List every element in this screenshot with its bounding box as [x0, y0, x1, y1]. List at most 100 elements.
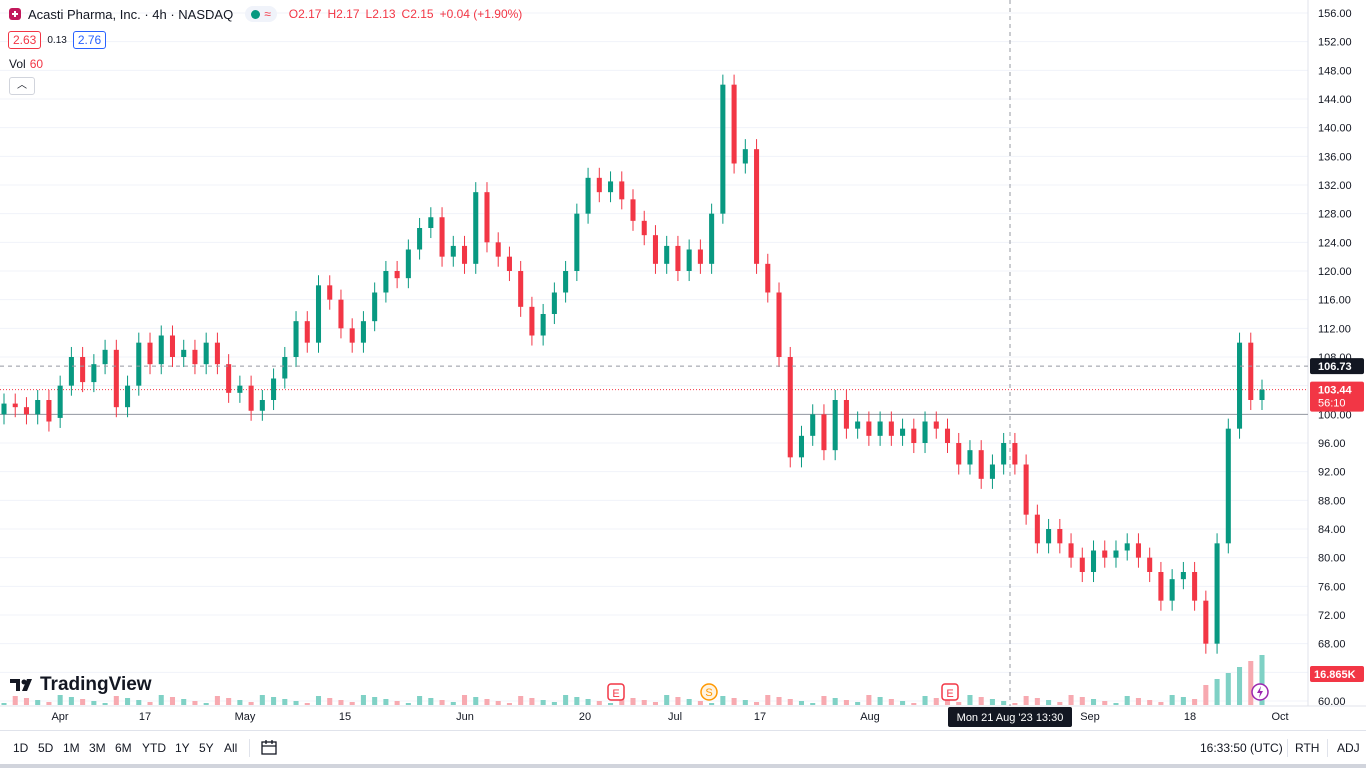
volume-bar: [203, 703, 209, 705]
candle-body: [495, 242, 501, 257]
candle-body: [506, 256, 512, 271]
candle-body: [57, 385, 63, 418]
candle-body: [742, 149, 748, 164]
visibility-toggle[interactable]: ≈: [245, 6, 277, 22]
y-tick-label: 76.00: [1318, 581, 1346, 593]
volume-bar: [1079, 697, 1085, 705]
candle-body: [158, 335, 164, 365]
candle-body: [540, 314, 546, 336]
timeframe-5y[interactable]: 5Y: [199, 741, 214, 755]
timeframe-all[interactable]: All: [224, 741, 238, 755]
timeframe-5d[interactable]: 5D: [38, 741, 54, 755]
volume-bar: [1023, 696, 1029, 705]
x-tick-label: 17: [754, 711, 766, 723]
y-tick-label: 112.00: [1318, 323, 1351, 335]
symbol-title[interactable]: Acasti Pharma, Inc. · 4h · NASDAQ: [28, 6, 234, 22]
session-toggle[interactable]: RTH: [1295, 741, 1320, 755]
candle-body: [428, 217, 434, 228]
candle-body: [754, 149, 760, 264]
calendar-icon[interactable]: [260, 738, 278, 759]
candle-body: [1046, 529, 1052, 544]
volume-bar: [1001, 701, 1007, 705]
countdown-label: 56:10: [1318, 398, 1346, 410]
volume-bar: [720, 696, 726, 705]
bid-box[interactable]: 2.63: [8, 31, 42, 49]
candle-body: [686, 249, 692, 271]
volume-bar: [248, 702, 254, 705]
volume-bar: [271, 697, 277, 705]
candle-body: [978, 450, 984, 479]
candle-body: [315, 285, 322, 343]
spread-value: 0.13: [47, 34, 67, 46]
volume-bar: [855, 702, 861, 705]
open-value: O2.17: [288, 7, 322, 21]
lightning-icon-glyph: [1257, 686, 1263, 698]
adjust-toggle[interactable]: ADJ: [1337, 741, 1360, 755]
volume-bar: [80, 699, 86, 705]
volume-bar: [1102, 701, 1108, 705]
candle-body: [1214, 543, 1220, 644]
volume-bar: [450, 702, 456, 705]
collapse-legend-button[interactable]: ︿: [9, 77, 35, 95]
volume-bar: [742, 700, 748, 705]
volume-bar: [293, 701, 299, 705]
y-tick-label: 100.00: [1318, 409, 1352, 421]
price-chart[interactable]: 156.00 152.00 148.00 144.00 140.00 136.00 132.…: [0, 0, 1366, 730]
volume-bar: [1, 703, 7, 705]
volume-bar: [821, 696, 827, 705]
candle-body: [271, 378, 277, 400]
ask-box[interactable]: 2.76: [72, 31, 107, 49]
candle-body: [1001, 443, 1007, 465]
candle-body: [169, 335, 176, 357]
volume-axis-label: 16.865K: [1314, 669, 1356, 681]
candle-body: [237, 385, 243, 393]
change-value: +0.04 (+1.90%): [439, 7, 523, 21]
candle-body: [888, 421, 894, 436]
bottom-toolbar: 1D 5D 1M 3M 6M YTD 1Y 5Y All 16:33:50 (U…: [0, 730, 1366, 767]
candle-body: [529, 306, 535, 336]
volume-bar: [686, 699, 692, 705]
candle-body: [832, 400, 838, 451]
volume-bar: [484, 699, 490, 705]
candle-body: [1090, 550, 1097, 572]
y-tick-label: 72.00: [1318, 610, 1346, 622]
candle-body: [1259, 389, 1265, 400]
x-tick-label: Jun: [456, 711, 474, 723]
x-tick-label: May: [235, 711, 256, 723]
timeframe-1d[interactable]: 1D: [13, 741, 29, 755]
last-price-label: 103.44: [1318, 385, 1353, 397]
candle-body: [113, 349, 119, 408]
candle-body: [967, 450, 973, 465]
volume-bar: [765, 695, 771, 705]
candle-body: [372, 292, 378, 322]
volume-bar: [102, 703, 108, 705]
volume-bar: [754, 702, 760, 705]
y-tick-label: 60.00: [1318, 696, 1346, 708]
volume-bar: [428, 698, 434, 705]
timeframe-3m[interactable]: 3M: [89, 741, 106, 755]
volume-bar: [214, 696, 220, 705]
y-tick-label: 136.00: [1318, 151, 1352, 163]
crosshair-time-label: Mon 21 Aug '23 13:30: [957, 712, 1064, 724]
clock-display[interactable]: 16:33:50 (UTC): [1200, 741, 1283, 755]
candle-body: [877, 421, 883, 436]
tradingview-logo: TradingView: [10, 674, 152, 696]
candle-body: [810, 414, 816, 436]
volume-bar: [574, 697, 580, 705]
volume-bar: [417, 696, 423, 705]
timeframe-1y[interactable]: 1Y: [175, 741, 190, 755]
crosshair-time-label-bg: [948, 707, 1072, 727]
volume-bar: [338, 700, 344, 705]
toolbar-divider: [1287, 739, 1288, 757]
timeframe-ytd[interactable]: YTD: [142, 741, 166, 755]
volume-bar: [664, 695, 670, 705]
timeframe-6m[interactable]: 6M: [115, 741, 132, 755]
timeframe-1m[interactable]: 1M: [63, 741, 80, 755]
volume-bar: [1135, 698, 1141, 705]
y-tick-label: 80.00: [1318, 553, 1346, 565]
volume-bar: [68, 697, 74, 705]
volume-bar: [866, 695, 872, 705]
earnings-icon-letter: E: [946, 688, 953, 700]
candle-body: [394, 271, 400, 279]
volume-bar: [563, 695, 569, 705]
